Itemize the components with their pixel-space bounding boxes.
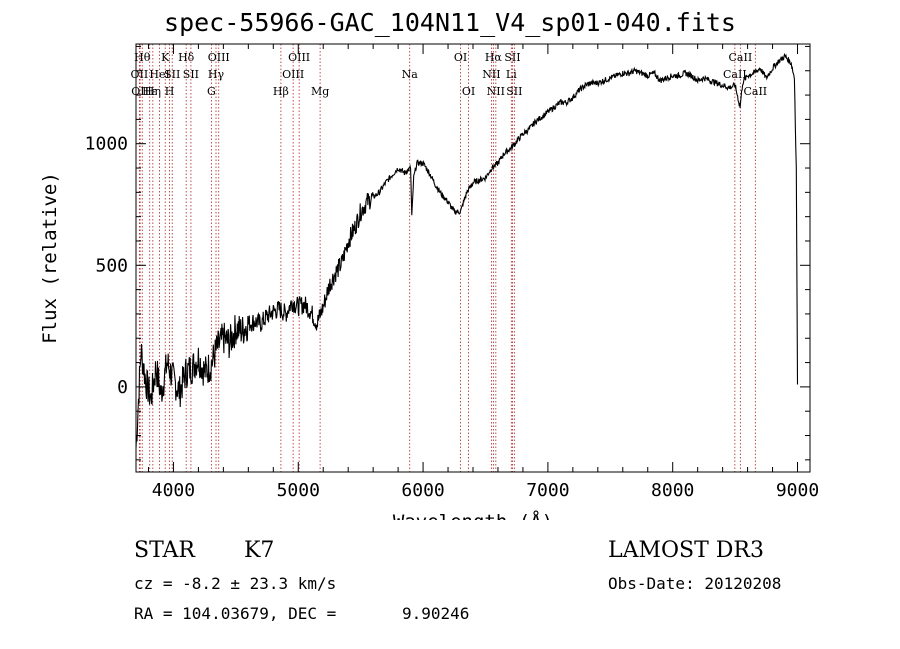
ra-dec: RA = 104.03679, DEC = xyxy=(134,604,337,623)
line-label: OIII xyxy=(282,68,304,81)
observation-date: Obs-Date: 20120208 xyxy=(608,574,782,593)
line-label: Hδ xyxy=(178,51,195,64)
x-tick-label: 8000 xyxy=(651,480,694,501)
line-label: NII xyxy=(482,68,500,81)
spectrum-line xyxy=(135,52,799,449)
redshift-cz: cz = -8.2 ± 23.3 km/s xyxy=(134,574,337,593)
line-label: Mg xyxy=(311,85,329,98)
line-label: OI xyxy=(454,51,467,64)
line-label: OIII xyxy=(208,51,230,64)
x-tick-label: 5000 xyxy=(277,480,320,501)
x-tick-label: 9000 xyxy=(776,480,819,501)
line-label: CaII xyxy=(723,68,747,81)
y-tick-label: 500 xyxy=(95,255,128,276)
line-label: CaII xyxy=(743,85,767,98)
x-axis-label: Wavelength (Å) xyxy=(393,510,553,520)
line-label: H xyxy=(165,85,175,98)
y-tick-label: 1000 xyxy=(85,134,128,155)
emission-line-markers xyxy=(138,44,756,472)
axis-ticks: 4000 5000 6000 7000 8000 9000 0 500 1000 xyxy=(85,44,819,501)
line-label: Hβ xyxy=(273,85,289,98)
line-label: Na xyxy=(402,68,419,81)
dec-value: 9.90246 xyxy=(402,604,470,623)
line-label: SII xyxy=(183,68,199,81)
object-class: STAR xyxy=(134,538,195,563)
line-label: Hη xyxy=(145,85,161,98)
line-label: SII xyxy=(504,51,520,64)
line-label: Hα xyxy=(485,51,503,64)
plot-frame xyxy=(135,43,811,473)
line-label: SII xyxy=(164,68,180,81)
line-labels: HθOIIOIIHεHηHeIKHSIIHδSIIGHγOIIIHβOIIIOI… xyxy=(131,51,768,98)
spectral-type: K7 xyxy=(244,538,275,563)
line-label: G xyxy=(207,85,216,98)
x-tick-label: 6000 xyxy=(401,480,444,501)
line-label: OIII xyxy=(288,51,310,64)
line-label: OI xyxy=(462,85,475,98)
line-label: NII xyxy=(487,85,505,98)
spectrum-chart: HθOIIOIIHεHηHeIKHSIIHδSIIGHγOIIIHβOIIIOI… xyxy=(39,43,819,520)
line-label: Hε xyxy=(142,85,158,98)
line-label: Li xyxy=(506,68,517,81)
y-tick-label: 0 xyxy=(117,377,128,398)
chart-title: spec-55966-GAC_104N11_V4_sp01-040.fits xyxy=(164,8,736,37)
x-tick-label: 4000 xyxy=(152,480,195,501)
line-label: CaII xyxy=(729,51,753,64)
line-label: Hθ xyxy=(134,51,151,64)
line-label: Hγ xyxy=(208,68,225,81)
line-label: OII xyxy=(131,68,149,81)
survey-name: LAMOST DR3 xyxy=(608,538,764,563)
line-label: HeI xyxy=(149,68,169,81)
line-label: SII xyxy=(506,85,522,98)
x-tick-label: 7000 xyxy=(526,480,569,501)
y-axis-label: Flux (relative) xyxy=(39,172,61,344)
line-label: K xyxy=(161,51,170,64)
